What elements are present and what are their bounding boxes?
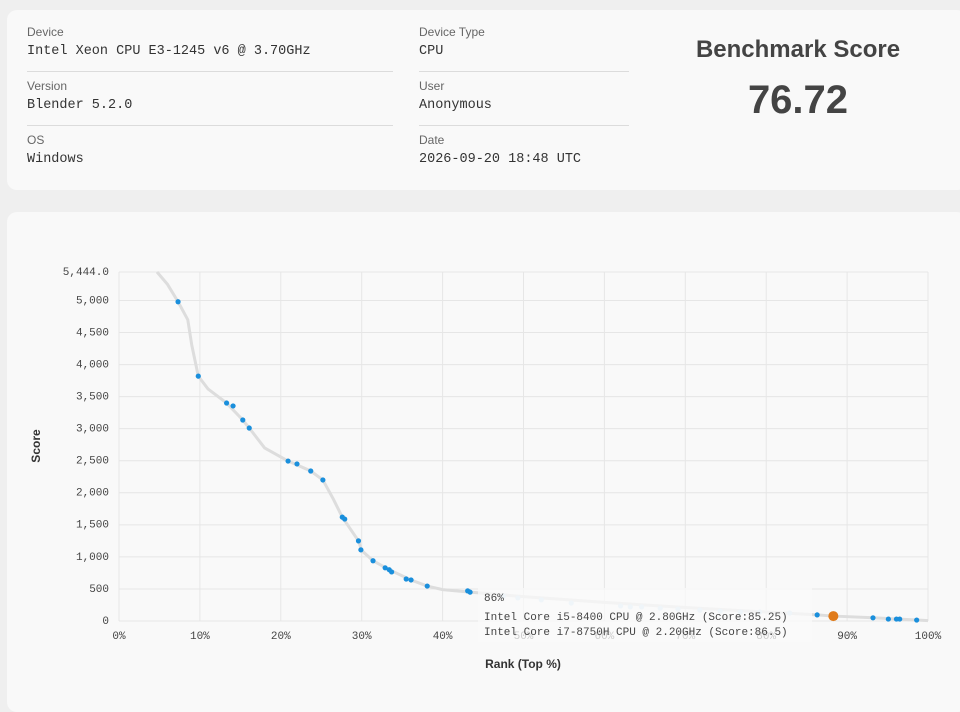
data-point [355, 538, 362, 544]
data-point [294, 461, 300, 467]
field-value: Blender 5.2.0 [27, 98, 133, 113]
data-point [308, 468, 314, 474]
data-point [320, 477, 326, 483]
tooltip-title: 86% [484, 593, 504, 605]
data-point [382, 565, 388, 571]
x-tick-label: 100% [915, 631, 942, 643]
x-tick-label: 30% [352, 631, 372, 643]
data-point [246, 425, 252, 431]
score-value: 76.72 [747, 78, 849, 122]
score-curve [155, 271, 929, 623]
data-point [358, 547, 364, 553]
x-tick-label: 40% [433, 631, 453, 643]
data-point [897, 616, 903, 622]
y-tick-label: 2,500 [76, 456, 109, 468]
current-device-point [828, 611, 839, 622]
data-point [408, 577, 414, 583]
x-tick-label: 0% [112, 631, 126, 643]
data-point [223, 400, 230, 406]
y-tick-label: 3,500 [76, 392, 109, 404]
y-tick-label: 500 [89, 584, 109, 596]
data-point [389, 569, 395, 575]
data-point [814, 612, 820, 618]
y-tick-label: 1,000 [76, 552, 109, 564]
y-tick-label: 4,000 [76, 359, 109, 371]
data-point [467, 589, 473, 595]
y-tick-label: 5,000 [76, 295, 109, 307]
field-label: Version [27, 79, 68, 93]
score-title: Benchmark Score [695, 36, 901, 63]
y-tick-label: 3,000 [76, 424, 109, 436]
tooltip-box [478, 588, 812, 642]
page: Benchmark Score 76.72 0 500 1,000 1,500 2,00… [7, 10, 960, 672]
data-point [870, 615, 876, 621]
y-tick-label: 4,500 [76, 327, 109, 339]
separator [419, 71, 629, 72]
field-label: Device [27, 25, 64, 39]
field-value: Windows [27, 152, 84, 167]
y-axis-title: Score [29, 429, 43, 463]
y-tick-label: 5,444.0 [63, 267, 109, 279]
field-label: User [419, 79, 445, 93]
x-tick-label: 10% [190, 631, 210, 643]
data-point [195, 373, 201, 379]
data-point [424, 583, 430, 589]
separator [27, 71, 393, 72]
y-tick-label: 2,000 [76, 488, 109, 500]
chart: 0 500 1,000 1,500 2,000 2,500 3,000 3,500 4,000 4… [29, 267, 942, 671]
separator [27, 125, 393, 126]
data-point [240, 417, 246, 423]
data-point [175, 299, 181, 305]
device-card [7, 10, 960, 190]
field-value: Intel Xeon CPU E3-1245 v6 @ 3.70GHz [27, 44, 311, 59]
field-label: Date [419, 133, 445, 147]
field-value: 2026-09-20 18:48 UTC [419, 152, 582, 167]
x-axis-title: Rank (Top %) [485, 657, 561, 671]
y-tick-label: 0 [102, 616, 109, 628]
separator [419, 125, 629, 126]
y-tick-label: 1,500 [76, 520, 109, 532]
field-value: CPU [419, 44, 444, 59]
data-point [230, 403, 236, 409]
x-tick-label: 90% [837, 631, 857, 643]
data-point [285, 458, 291, 464]
tooltip-line: Intel Core i5-8400 CPU @ 2.80GHz (Score:… [484, 612, 788, 624]
field-label: Device Type [419, 25, 485, 39]
field-label: OS [27, 133, 45, 147]
tooltip-line: Intel Core i7-8750H CPU @ 2.20GHz (Score… [484, 627, 788, 639]
x-tick-label: 20% [271, 631, 291, 643]
field-value: Anonymous [419, 98, 492, 113]
data-point [885, 616, 891, 622]
data-point [403, 576, 409, 582]
data-point [370, 558, 376, 564]
data-point [342, 516, 348, 522]
data-point [914, 617, 920, 623]
